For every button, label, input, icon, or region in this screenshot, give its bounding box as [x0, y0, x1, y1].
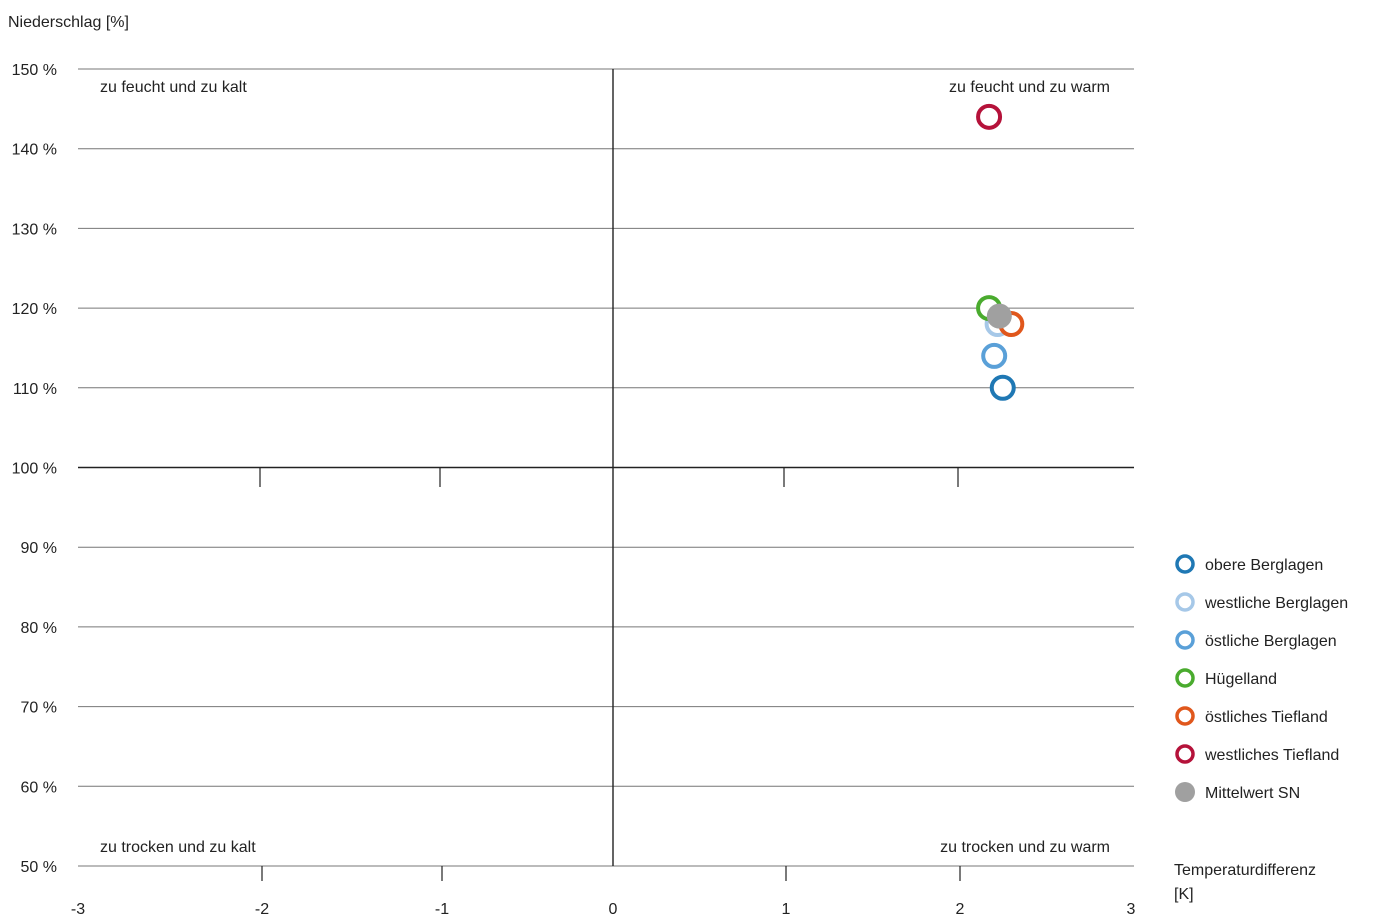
- quadrant-label-top-left: zu feucht und zu kalt: [100, 79, 247, 96]
- x-tick-label: 1: [782, 901, 791, 918]
- legend-label: Mittelwert SN: [1205, 785, 1300, 802]
- y-tick-label: 50 %: [21, 859, 57, 876]
- legend-label: westliche Berglagen: [1204, 595, 1348, 612]
- y-tick-label: 150 %: [12, 62, 57, 79]
- legend-marker: [1175, 706, 1195, 726]
- data-points: [976, 103, 1025, 401]
- labels: Niederschlag [%] zu feucht und zu kalt z…: [8, 14, 1316, 903]
- legend-marker: [1175, 592, 1195, 612]
- legend-marker: [1175, 744, 1195, 764]
- x-tick-label: 2: [956, 901, 965, 918]
- x-tick-label: -3: [71, 901, 85, 918]
- data-point: [981, 342, 1008, 369]
- x-tick-label: 3: [1127, 901, 1136, 918]
- y-tick-label: 140 %: [12, 142, 57, 159]
- quadrant-label-bottom-left: zu trocken und zu kalt: [100, 839, 256, 856]
- x-tick-label: 0: [609, 901, 618, 918]
- legend-label: östliche Berglagen: [1205, 633, 1337, 650]
- y-tick-label: 60 %: [21, 779, 57, 796]
- legend-label: Hügelland: [1205, 671, 1277, 688]
- y-axis-title: Niederschlag [%]: [8, 14, 129, 31]
- tick-labels: 50 % 60 % 70 % 80 % 90 % 100 % 110 % 120 % 130 %…: [12, 62, 1136, 918]
- y-tick-label: 120 %: [12, 301, 57, 318]
- legend-marker: [1175, 630, 1195, 650]
- y-tick-label: 100 %: [12, 461, 57, 478]
- y-tick-label: 70 %: [21, 700, 57, 717]
- x-tick-label: -1: [435, 901, 449, 918]
- legend-marker: [1175, 554, 1195, 574]
- y-tick-label: 110 %: [13, 381, 57, 398]
- legend-label: östliches Tiefland: [1205, 709, 1328, 726]
- gridlines: [78, 68, 1134, 867]
- legend: obere Berglagen westliche Berglagen östlic…: [1175, 554, 1348, 802]
- data-point: [976, 103, 1003, 130]
- y-tick-label: 130 %: [12, 221, 57, 238]
- quadrant-label-top-right: zu feucht und zu warm: [949, 79, 1110, 96]
- axes: [259, 69, 961, 881]
- y-tick-label: 80 %: [21, 620, 57, 637]
- x-axis-title-line-1: Temperaturdifferenz: [1174, 862, 1316, 879]
- legend-marker: [1175, 782, 1195, 802]
- data-point: [989, 374, 1016, 401]
- x-tick-label: -2: [255, 901, 269, 918]
- legend-label: westliches Tiefland: [1204, 747, 1339, 764]
- legend-marker: [1175, 668, 1195, 688]
- x-axis-title-line-2: [K]: [1174, 886, 1194, 903]
- legend-label: obere Berglagen: [1205, 557, 1323, 574]
- data-point-mittelwert: [986, 303, 1012, 329]
- y-tick-label: 90 %: [21, 540, 57, 557]
- quadrant-label-bottom-right: zu trocken und zu warm: [940, 839, 1110, 856]
